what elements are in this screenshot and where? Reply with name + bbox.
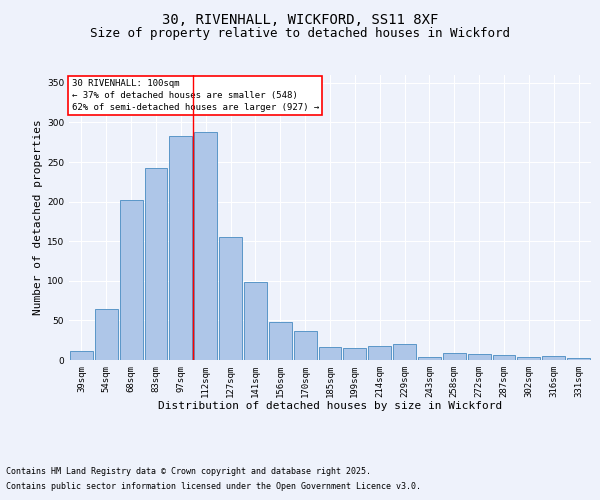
- Bar: [120, 200, 143, 360]
- Text: Contains public sector information licensed under the Open Government Licence v3: Contains public sector information licen…: [6, 482, 421, 491]
- Bar: [269, 322, 292, 360]
- Bar: [343, 348, 366, 360]
- Text: 30 RIVENHALL: 100sqm
← 37% of detached houses are smaller (548)
62% of semi-deta: 30 RIVENHALL: 100sqm ← 37% of detached h…: [71, 80, 319, 112]
- Bar: [194, 132, 217, 360]
- Bar: [169, 136, 192, 360]
- Bar: [244, 282, 267, 360]
- X-axis label: Distribution of detached houses by size in Wickford: Distribution of detached houses by size …: [158, 402, 502, 411]
- Bar: [294, 330, 317, 360]
- Bar: [567, 358, 590, 360]
- Bar: [468, 354, 491, 360]
- Bar: [319, 346, 341, 360]
- Bar: [393, 344, 416, 360]
- Y-axis label: Number of detached properties: Number of detached properties: [33, 120, 43, 316]
- Bar: [443, 353, 466, 360]
- Bar: [493, 355, 515, 360]
- Bar: [70, 350, 93, 360]
- Bar: [219, 238, 242, 360]
- Bar: [542, 356, 565, 360]
- Text: 30, RIVENHALL, WICKFORD, SS11 8XF: 30, RIVENHALL, WICKFORD, SS11 8XF: [162, 12, 438, 26]
- Bar: [368, 346, 391, 360]
- Bar: [145, 168, 167, 360]
- Text: Size of property relative to detached houses in Wickford: Size of property relative to detached ho…: [90, 28, 510, 40]
- Text: Contains HM Land Registry data © Crown copyright and database right 2025.: Contains HM Land Registry data © Crown c…: [6, 467, 371, 476]
- Bar: [418, 357, 441, 360]
- Bar: [517, 357, 540, 360]
- Bar: [95, 308, 118, 360]
